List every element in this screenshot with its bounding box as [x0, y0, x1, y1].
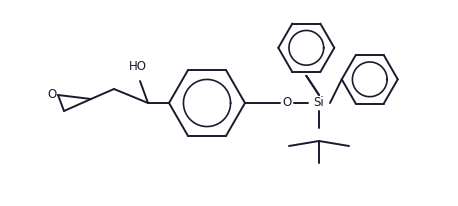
- Text: O: O: [47, 87, 57, 100]
- Text: HO: HO: [129, 60, 147, 73]
- Text: O: O: [283, 96, 292, 109]
- Text: Si: Si: [314, 96, 324, 109]
